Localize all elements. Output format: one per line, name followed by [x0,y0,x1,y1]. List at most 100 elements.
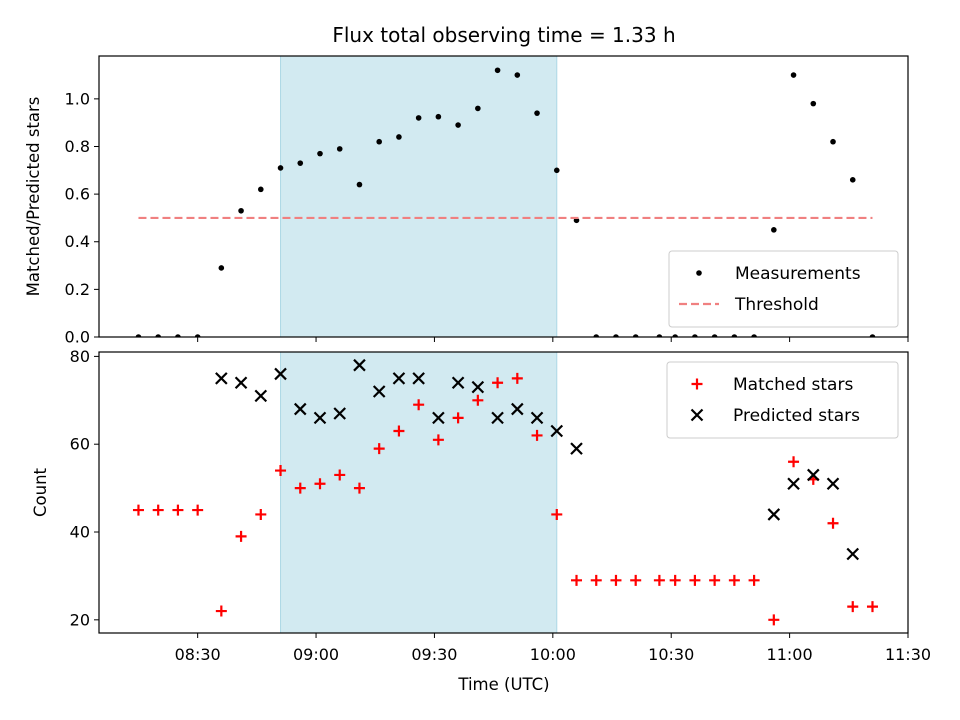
data-point [372,385,386,398]
data-point [826,477,840,490]
data-point [194,334,201,337]
y-axis-title: Matched/Predicted stars [24,97,43,297]
data-point [275,465,287,477]
data-point [175,334,181,337]
x-axis-title: Time (UTC) [457,675,549,694]
data-point [432,411,445,425]
data-point [534,110,540,116]
data-point [135,334,142,337]
data-point [790,72,797,78]
x-tick-label: 10:00 [530,645,576,664]
data-point [531,429,543,441]
data-point [376,138,382,145]
legend-swatch [690,408,704,422]
data-point [669,574,681,586]
series-matched-stars [132,372,878,626]
axes-frame [98,55,909,338]
y-tick-label: 20 [70,610,90,629]
data-point [373,443,385,455]
data-point [593,334,600,337]
data-point [334,469,346,481]
data-point [353,358,366,372]
y-axis-title: Count [31,467,50,517]
x-tick-label: 11:30 [885,645,931,664]
data-point [451,376,465,390]
legend: Matched stars Predicted stars [666,361,899,439]
plot-area [132,358,878,626]
data-point [514,72,521,78]
data-point [711,334,718,337]
legend-label: Threshold [734,295,819,315]
data-point [787,477,800,490]
data-point [553,167,560,174]
data-point [590,574,602,586]
data-point [412,372,425,385]
series-predicted-stars [215,358,860,561]
data-point [551,508,563,520]
data-point [530,411,544,425]
data-point [869,334,876,337]
data-point [132,504,144,516]
legend-label: Measurements [735,264,861,284]
data-point [317,150,323,157]
y-tick-label: 60 [70,435,90,454]
data-point [827,517,839,529]
data-point [155,334,161,337]
data-point [255,508,267,520]
data-point [393,425,405,437]
data-point [847,601,859,613]
data-point [254,389,268,403]
data-point [653,574,665,586]
legend-box [666,361,899,439]
legend-label: Matched stars [733,375,853,395]
data-point [297,160,304,166]
data-point [748,574,760,586]
data-point [413,399,425,411]
data-point [472,394,484,406]
chart-title: Flux total observing time = 1.33 h [332,23,675,47]
data-point [571,574,583,586]
y-tick-label: 1.0 [65,89,90,108]
data-point [830,138,836,145]
data-point [613,334,619,337]
data-point [492,377,504,389]
y-tick-label: 0.0 [65,328,90,347]
data-point [511,402,524,416]
x-tick-label: 10:30 [648,645,694,664]
data-point [471,380,485,394]
data-point [511,372,523,384]
y-tick-label: 40 [70,523,90,542]
data-point [152,504,164,516]
data-point [333,407,347,420]
plot-area [135,67,876,337]
data-point [392,372,406,385]
data-point [475,105,481,112]
x-tick-label: 09:00 [293,645,339,664]
y-tick-label: 0.6 [65,185,90,204]
data-point [172,504,184,516]
data-point [215,605,227,617]
data-point [768,614,780,626]
data-point [807,468,820,482]
legend: Measurements Threshold [668,250,899,328]
data-point [570,442,583,455]
data-point [277,165,284,171]
data-point [215,372,228,385]
y-tick-label: 0.8 [65,137,90,156]
data-point [689,574,701,586]
data-point [550,424,564,438]
data-point [494,67,501,74]
data-point [788,456,800,468]
data-point [632,334,639,337]
data-point [731,334,738,337]
y-tick-label: 0.4 [65,232,90,251]
legend-box [668,250,899,328]
data-point [767,508,781,521]
count-panel: 20 40 60 80 08:30 09:00 09:30 10:00 10:30 11:00 11… [31,347,931,664]
data-point [234,376,248,390]
legend-label: Predicted stars [733,406,860,426]
data-point [435,113,442,120]
data-point [314,478,326,490]
data-point [751,334,757,337]
